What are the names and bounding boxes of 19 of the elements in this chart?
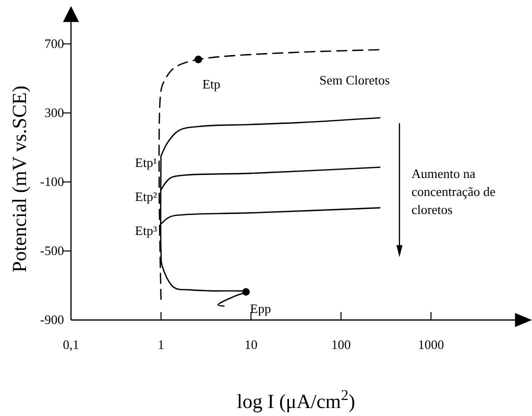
y-tick-label: 700 bbox=[44, 36, 64, 52]
annotation: Etp³ bbox=[135, 222, 158, 238]
annotation: Etp¹ bbox=[135, 155, 158, 170]
annotation: Sem Cloretos bbox=[319, 72, 390, 88]
x-tick-label: 1000 bbox=[418, 337, 444, 352]
y-tick-label: -900 bbox=[40, 312, 64, 328]
y-axis-title: Potencial (mV vs.SCE) bbox=[9, 86, 31, 272]
x-tick-label: 0,1 bbox=[62, 337, 80, 352]
annotation: Etp² bbox=[135, 188, 158, 204]
annotation: Etp bbox=[202, 76, 220, 92]
x-tick-label: 1 bbox=[158, 337, 164, 352]
x-axis-title: log I (μA/cm$^{2}$) bbox=[236, 388, 356, 413]
y-tick-label: -100 bbox=[40, 174, 64, 190]
annotation: Epp bbox=[250, 300, 271, 316]
x-tick-label: 100 bbox=[331, 337, 351, 352]
y-tick-label: 300 bbox=[44, 105, 64, 120]
x-tick-label: 10 bbox=[244, 337, 258, 352]
annotation: Aumento na concentração de cloretos bbox=[411, 166, 496, 218]
y-tick-label: -500 bbox=[40, 243, 64, 258]
